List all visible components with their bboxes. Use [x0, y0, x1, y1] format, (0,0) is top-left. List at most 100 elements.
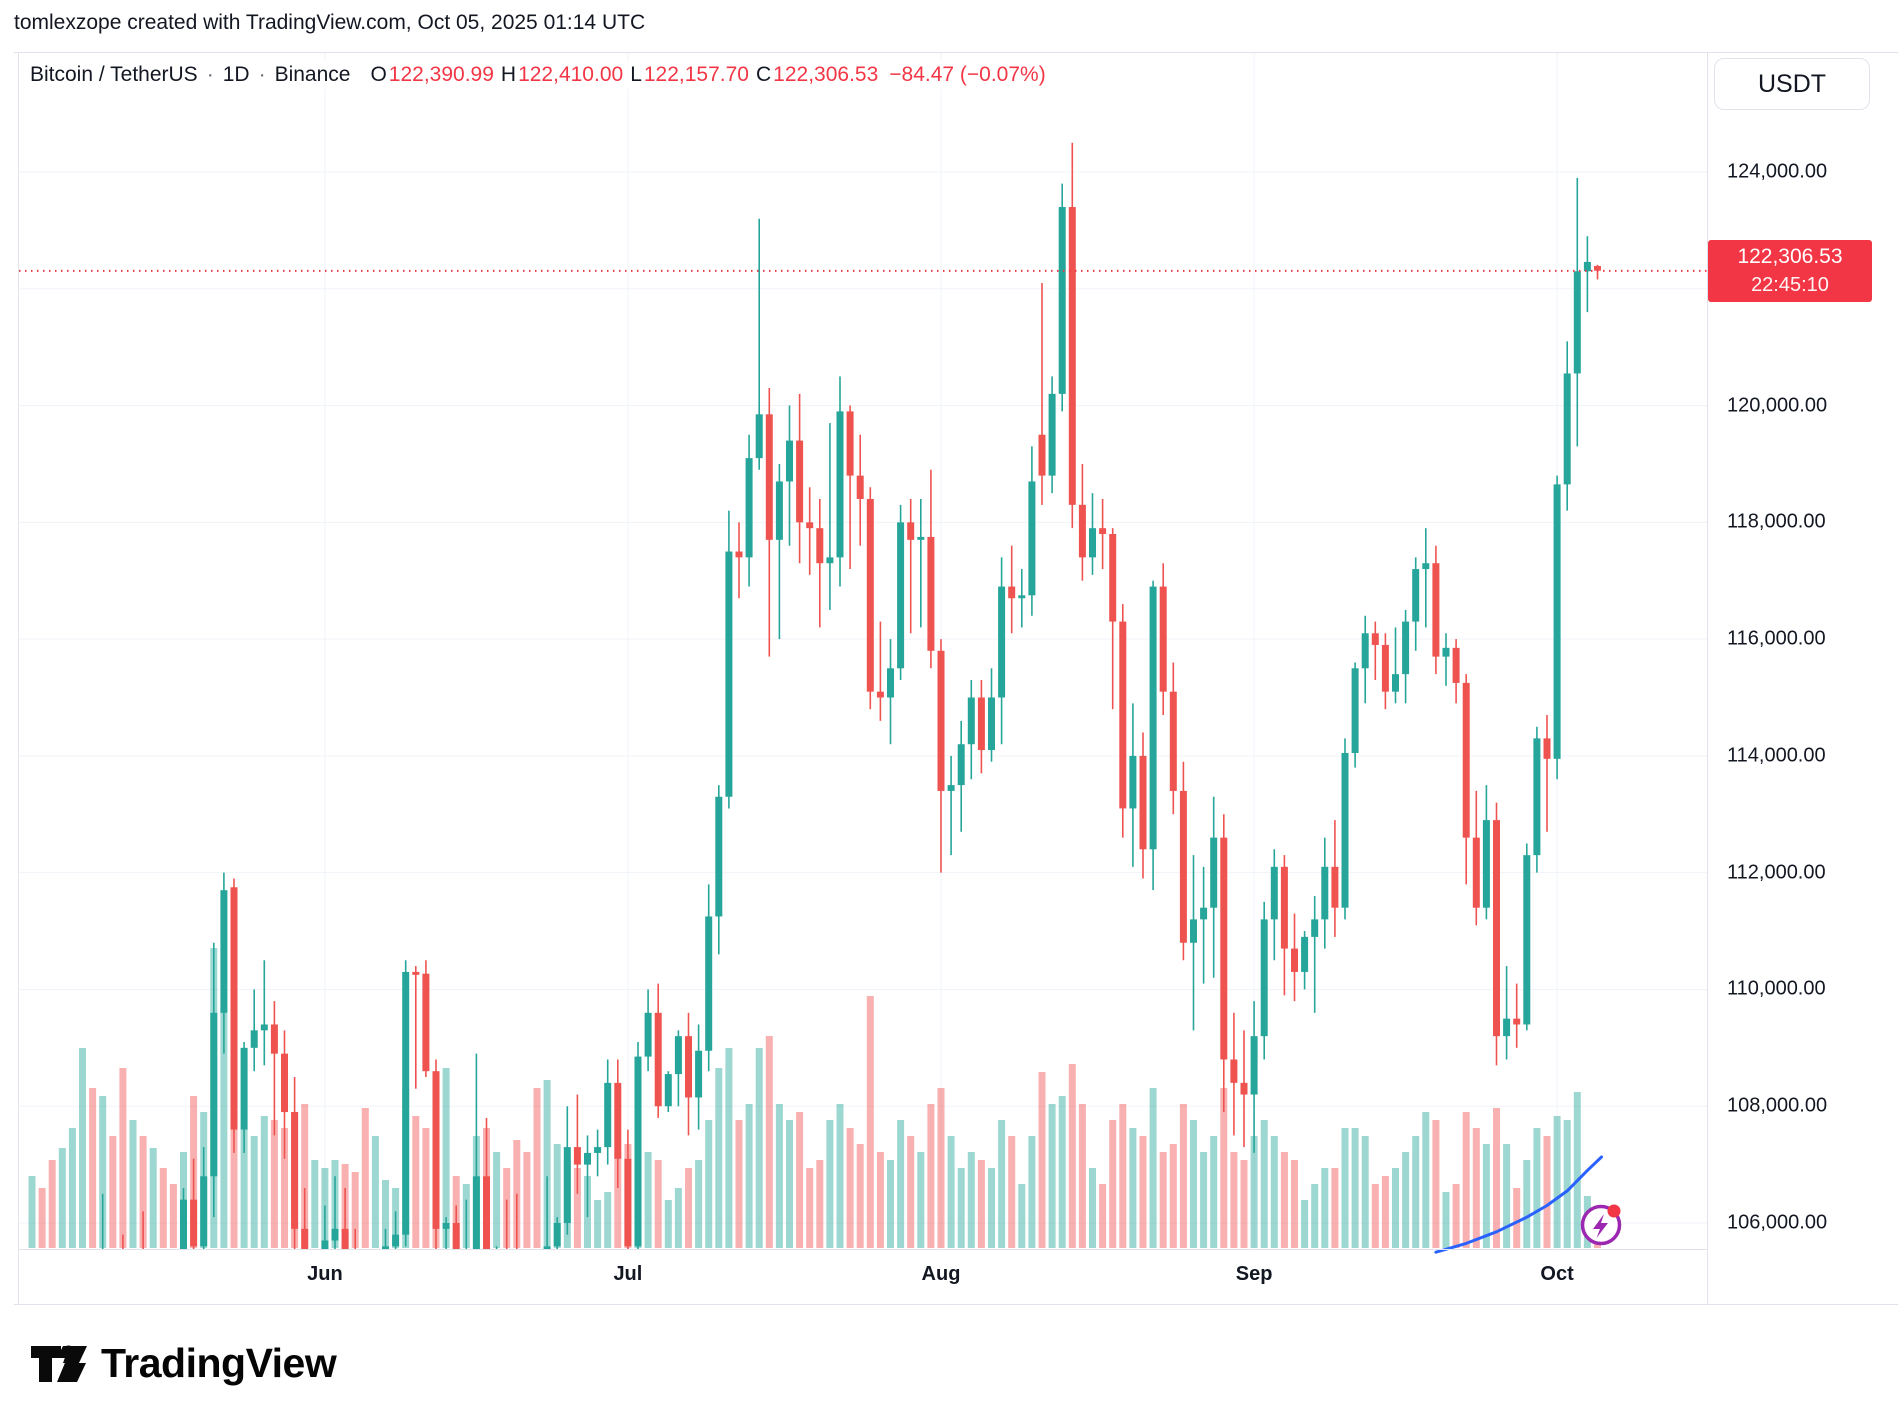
candle-body — [352, 1258, 359, 1293]
volume-bar — [907, 1136, 915, 1248]
volume-bar — [1048, 1104, 1056, 1248]
volume-bar — [371, 1136, 379, 1248]
volume-bar — [159, 1168, 167, 1248]
candle-body — [1159, 586, 1167, 692]
volume-bar — [937, 1088, 945, 1248]
volume-bar — [674, 1188, 682, 1248]
tradingview-logo[interactable]: TradingView — [30, 1340, 337, 1387]
candle-body — [1452, 647, 1460, 683]
volume-bar — [1028, 1136, 1036, 1248]
symbol-legend[interactable]: Bitcoin / TetherUS · 1D · Binance O 122,3… — [30, 61, 1052, 89]
volume-bar — [695, 1160, 703, 1248]
candle-body — [281, 1053, 288, 1113]
volume-bar — [1008, 1136, 1016, 1248]
candle-body — [513, 1299, 520, 1381]
candle-body — [493, 1287, 500, 1305]
candle-body — [1523, 855, 1531, 1025]
volume-bar — [1058, 1096, 1066, 1248]
candle-body — [977, 697, 985, 751]
candle-body — [1038, 434, 1046, 476]
candle-body — [220, 890, 228, 1013]
candle-body — [755, 414, 763, 459]
candle-body — [463, 1252, 470, 1258]
candle-body — [1149, 586, 1157, 850]
volume-bar — [1321, 1168, 1329, 1248]
volume-bar — [988, 1168, 995, 1248]
candle-body — [1493, 820, 1500, 1037]
candle-body — [270, 1024, 278, 1054]
price-tick-label: 112,000.00 — [1727, 861, 1826, 884]
candle-body — [957, 744, 965, 786]
candle-body — [604, 1082, 612, 1148]
candle-body — [1482, 820, 1490, 908]
volume-bar — [1442, 1192, 1450, 1248]
candle-body — [947, 785, 955, 791]
candle-body — [634, 1056, 642, 1247]
volume-bar — [1078, 1104, 1086, 1248]
candle-body — [1563, 373, 1571, 485]
current-price-badge: 122,306.53 22:45:10 — [1708, 239, 1872, 302]
candle-body — [442, 1223, 450, 1229]
event-flash-icon[interactable] — [1579, 1203, 1623, 1247]
symbol-title[interactable]: Bitcoin / TetherUS — [30, 63, 198, 86]
candle-body — [472, 1176, 480, 1249]
candle-body — [1109, 534, 1117, 622]
candle-body — [1573, 271, 1581, 374]
candle-body — [765, 414, 773, 540]
candle-body — [452, 1223, 460, 1249]
volume-bar — [1361, 1136, 1369, 1248]
candle-body — [1028, 481, 1036, 596]
volume-bar — [1371, 1184, 1379, 1248]
candle-body — [1270, 866, 1278, 920]
volume-bar — [614, 1152, 622, 1248]
volume-bar — [301, 1104, 309, 1248]
volume-bar — [594, 1200, 602, 1248]
candle-body — [1301, 936, 1309, 972]
tradingview-logo-text: TradingView — [101, 1340, 337, 1386]
candle-body — [291, 1112, 299, 1229]
volume-bar — [68, 1128, 76, 1248]
candle-body — [735, 551, 743, 558]
plot-area[interactable] — [19, 52, 1707, 1426]
candle-body — [937, 650, 945, 791]
candle-body — [412, 971, 420, 975]
candle-body — [1442, 647, 1450, 657]
candle-body — [1119, 621, 1127, 809]
candle-body — [1280, 866, 1288, 949]
volume-bar — [1159, 1152, 1167, 1248]
volume-bar — [715, 1068, 723, 1248]
close-prefix: C — [755, 63, 772, 86]
volume-bar — [685, 1168, 692, 1248]
legend-separator: · — [258, 63, 266, 86]
candle-body — [1089, 528, 1096, 558]
time-axis-top-border — [18, 1249, 1707, 1250]
candle-body — [1078, 504, 1086, 558]
low-value: 122,157.70 — [643, 63, 749, 86]
candle-body — [1533, 738, 1541, 856]
candle-body — [79, 1381, 86, 1426]
volume-bar — [543, 1080, 551, 1248]
volume-bar — [1240, 1160, 1248, 1248]
volume-bar — [796, 1112, 804, 1248]
month-label-sep: Sep — [1235, 1263, 1273, 1285]
price-tick-label: 106,000.00 — [1727, 1211, 1828, 1234]
candle-body — [1594, 266, 1601, 271]
candle-body — [1260, 919, 1268, 1037]
price-tick-label: 114,000.00 — [1727, 744, 1826, 767]
candle-body — [786, 440, 793, 482]
volume-bar — [553, 1144, 561, 1248]
volume-bar — [351, 1172, 359, 1248]
currency-button[interactable]: USDT — [1714, 58, 1870, 110]
month-label-jun: Jun — [307, 1263, 343, 1285]
volume-bar — [654, 1160, 662, 1248]
volume-bar — [977, 1160, 985, 1248]
current-price-label: 122,306.53 — [1737, 244, 1843, 268]
interval-label[interactable]: 1D — [222, 63, 250, 86]
volume-bar — [856, 1144, 864, 1248]
candle-body — [1381, 644, 1389, 692]
volume-bar — [927, 1104, 935, 1248]
volume-bar — [644, 1152, 652, 1248]
volume-bar — [270, 1120, 278, 1248]
exchange-label[interactable]: Binance — [274, 63, 351, 86]
